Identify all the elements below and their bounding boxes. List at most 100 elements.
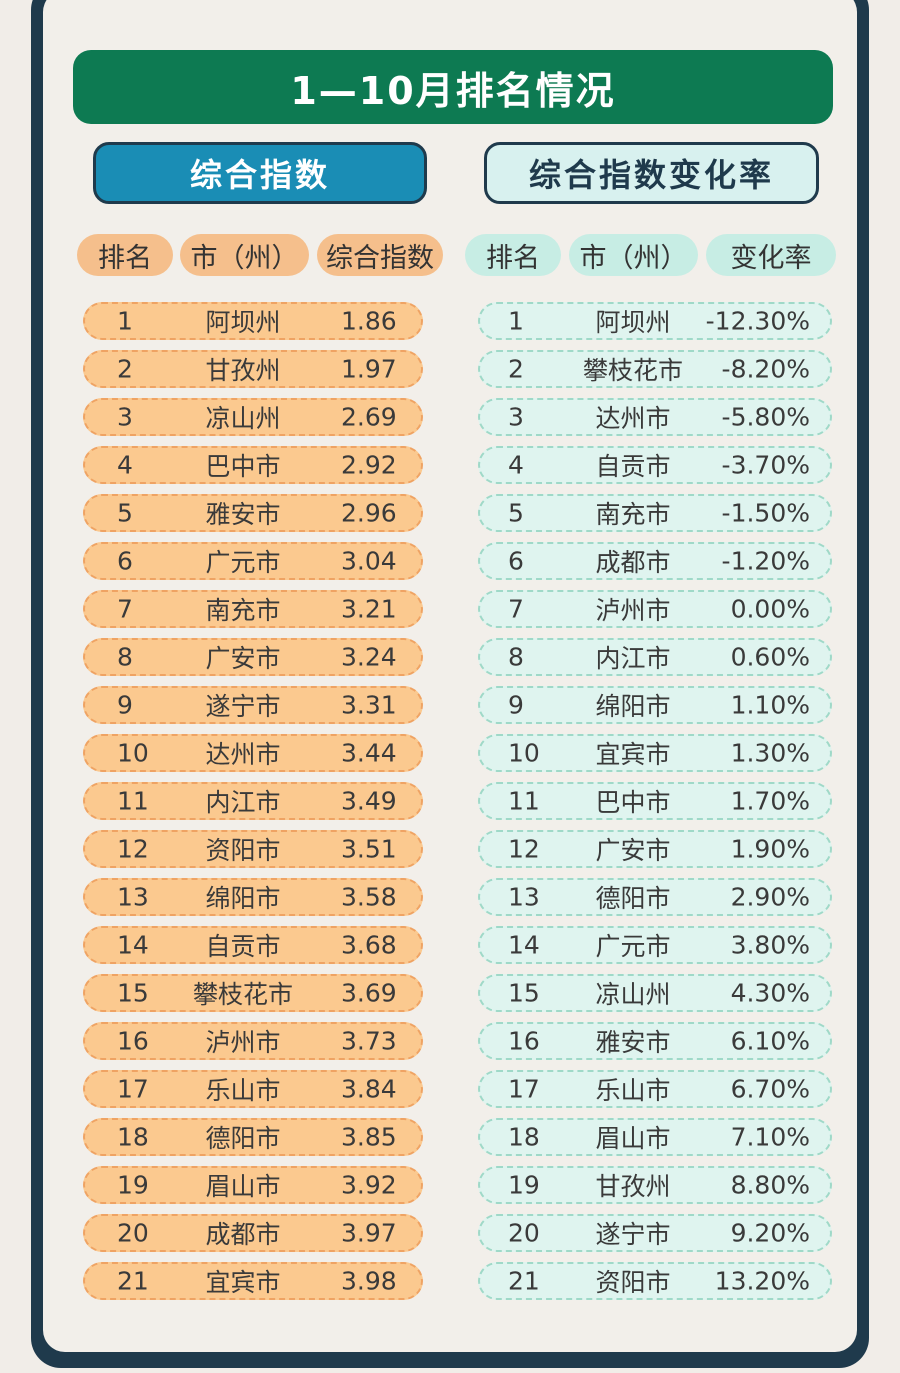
value-cell: 13.20%	[714, 1266, 810, 1296]
value-cell: 3.24	[341, 642, 397, 672]
rank-cell: 11	[508, 786, 540, 816]
rank-cell: 21	[508, 1266, 540, 1296]
value-cell: 8.80%	[730, 1170, 810, 1200]
tab-composite-index[interactable]: 综合指数	[93, 142, 427, 204]
city-name: 眉山市	[205, 1172, 281, 1201]
city-name: 攀枝花市	[583, 356, 684, 385]
city-name: 资阳市	[205, 836, 281, 865]
value-cell: 0.00%	[730, 594, 810, 624]
rank-cell: 7	[117, 594, 133, 624]
city-name: 甘孜州	[205, 356, 281, 385]
right-table-row: 9 绵阳市 1.10%	[478, 686, 832, 724]
city-name: 乐山市	[205, 1076, 281, 1105]
city-name: 甘孜州	[595, 1172, 671, 1201]
value-cell: 1.10%	[730, 690, 810, 720]
value-cell: 3.44	[341, 738, 397, 768]
left-table-row: 19 眉山市 3.92	[83, 1166, 423, 1204]
value-cell: 3.97	[341, 1218, 397, 1248]
rank-cell: 15	[117, 978, 149, 1008]
city-name: 泸州市	[595, 596, 671, 625]
value-cell: 3.80%	[730, 930, 810, 960]
left-table-row: 2 甘孜州 1.97	[83, 350, 423, 388]
value-cell: 3.49	[341, 786, 397, 816]
value-cell: -12.30%	[705, 306, 810, 336]
value-cell: 1.86	[341, 306, 397, 336]
rank-cell: 20	[117, 1218, 149, 1248]
value-cell: 3.69	[341, 978, 397, 1008]
city-name: 巴中市	[205, 452, 281, 481]
city-name: 宜宾市	[595, 740, 671, 769]
right-table-row: 10 宜宾市 1.30%	[478, 734, 832, 772]
value-cell: 0.60%	[730, 642, 810, 672]
city-name: 达州市	[595, 404, 671, 433]
rank-cell: 9	[117, 690, 133, 720]
right-table-row: 14 广元市 3.80%	[478, 926, 832, 964]
right-table-row: 17 乐山市 6.70%	[478, 1070, 832, 1108]
left-table-row: 17 乐山市 3.84	[83, 1070, 423, 1108]
rank-cell: 17	[117, 1074, 149, 1104]
rank-cell: 2	[508, 354, 524, 384]
left-table-row: 21 宜宾市 3.98	[83, 1262, 423, 1300]
city-name: 宜宾市	[205, 1268, 281, 1297]
value-cell: 3.84	[341, 1074, 397, 1104]
rank-cell: 19	[117, 1170, 149, 1200]
city-name: 自贡市	[595, 452, 671, 481]
rank-cell: 20	[508, 1218, 540, 1248]
left-header-index: 综合指数	[317, 234, 443, 276]
rank-cell: 11	[117, 786, 149, 816]
right-table-row: 11 巴中市 1.70%	[478, 782, 832, 820]
value-cell: 2.92	[341, 450, 397, 480]
rank-cell: 12	[508, 834, 540, 864]
left-table-row: 1 阿坝州 1.86	[83, 302, 423, 340]
value-cell: 3.04	[341, 546, 397, 576]
left-table-row: 15 攀枝花市 3.69	[83, 974, 423, 1012]
value-cell: 3.68	[341, 930, 397, 960]
page-title: 1—10月排名情况	[73, 50, 833, 124]
rank-cell: 3	[117, 402, 133, 432]
value-cell: 2.90%	[730, 882, 810, 912]
right-table-row: 15 凉山州 4.30%	[478, 974, 832, 1012]
rank-cell: 2	[117, 354, 133, 384]
rank-cell: 18	[117, 1122, 149, 1152]
city-name: 巴中市	[595, 788, 671, 817]
rank-cell: 17	[508, 1074, 540, 1104]
left-table-row: 7 南充市 3.21	[83, 590, 423, 628]
city-name: 凉山州	[595, 980, 671, 1009]
rank-cell: 13	[508, 882, 540, 912]
city-name: 广安市	[595, 836, 671, 865]
left-header-rank: 排名	[77, 234, 173, 276]
city-name: 雅安市	[205, 500, 281, 529]
left-table-row: 8 广安市 3.24	[83, 638, 423, 676]
rank-cell: 14	[117, 930, 149, 960]
left-table-row: 16 泸州市 3.73	[83, 1022, 423, 1060]
right-table-row: 7 泸州市 0.00%	[478, 590, 832, 628]
right-table-row: 12 广安市 1.90%	[478, 830, 832, 868]
rank-cell: 12	[117, 834, 149, 864]
value-cell: -5.80%	[721, 402, 810, 432]
city-name: 阿坝州	[205, 308, 281, 337]
left-table-row: 18 德阳市 3.85	[83, 1118, 423, 1156]
value-cell: 3.73	[341, 1026, 397, 1056]
city-name: 内江市	[595, 644, 671, 673]
left-table-row: 10 达州市 3.44	[83, 734, 423, 772]
rank-cell: 3	[508, 402, 524, 432]
city-name: 攀枝花市	[193, 980, 294, 1009]
value-cell: 1.30%	[730, 738, 810, 768]
value-cell: 3.58	[341, 882, 397, 912]
tab-change-rate[interactable]: 综合指数变化率	[484, 142, 819, 204]
rank-cell: 21	[117, 1266, 149, 1296]
value-cell: -3.70%	[721, 450, 810, 480]
right-table-row: 5 南充市 -1.50%	[478, 494, 832, 532]
rank-cell: 1	[117, 306, 133, 336]
rank-cell: 13	[117, 882, 149, 912]
left-table-row: 13 绵阳市 3.58	[83, 878, 423, 916]
value-cell: 2.96	[341, 498, 397, 528]
value-cell: 7.10%	[730, 1122, 810, 1152]
left-table-row: 11 内江市 3.49	[83, 782, 423, 820]
right-table-row: 19 甘孜州 8.80%	[478, 1166, 832, 1204]
left-table-row: 3 凉山州 2.69	[83, 398, 423, 436]
rank-cell: 5	[508, 498, 524, 528]
rank-cell: 8	[117, 642, 133, 672]
city-name: 绵阳市	[205, 884, 281, 913]
city-name: 眉山市	[595, 1124, 671, 1153]
